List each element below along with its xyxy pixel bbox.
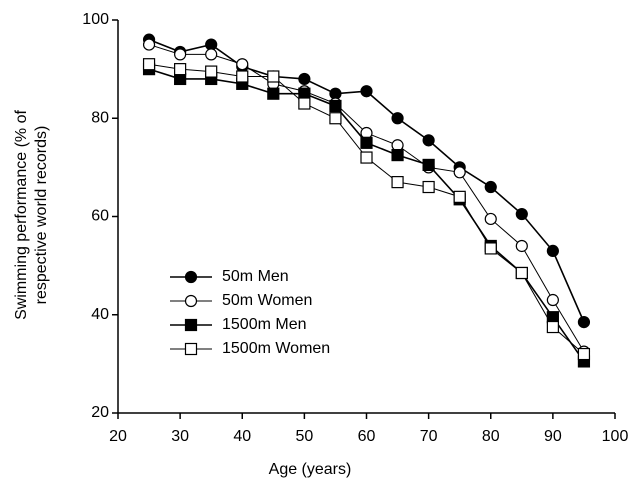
marker [360,85,373,98]
marker [484,242,497,255]
x-tick-label: 90 [544,428,562,445]
marker [546,320,559,334]
y-axis-label: respective world records) [33,126,50,305]
marker [453,190,466,203]
x-axis-label: Age (years) [269,461,352,478]
marker [484,212,497,226]
marker [422,158,435,172]
y-tick-label: 60 [91,208,109,225]
marker [453,166,466,179]
marker [546,293,559,307]
y-tick-label: 20 [91,404,109,421]
marker [184,294,198,308]
x-tick-label: 100 [602,428,629,445]
marker [360,151,373,164]
y-tick-label: 40 [91,306,109,323]
marker [515,266,528,280]
legend-label: 1500m Men [222,316,307,333]
marker [142,38,156,51]
marker [174,48,187,61]
marker [422,134,435,147]
marker [184,318,198,332]
marker [184,342,198,356]
x-tick-label: 80 [482,428,500,445]
marker [391,112,404,125]
y-tick-label: 80 [91,109,109,126]
marker [546,244,559,257]
marker [515,239,528,253]
marker [391,176,404,189]
marker [236,70,249,83]
marker [329,99,342,113]
marker [577,347,591,361]
marker [298,72,311,86]
marker [422,180,435,194]
x-tick-label: 30 [171,428,189,445]
x-tick-label: 50 [295,428,313,445]
legend-label: 1500m Women [222,340,330,357]
marker [267,87,280,100]
marker [329,112,342,125]
x-tick-label: 20 [109,428,127,445]
marker [236,58,249,71]
marker [205,65,218,78]
marker [142,58,156,71]
x-tick-label: 60 [358,428,376,445]
marker [484,180,497,194]
marker [174,63,187,76]
marker [267,70,280,83]
legend-label: 50m Men [222,268,289,285]
marker [360,136,373,149]
x-tick-label: 40 [233,428,251,445]
legend-label: 50m Women [222,292,312,309]
marker [391,148,404,162]
x-tick-label: 70 [420,428,438,445]
marker [184,270,198,284]
y-tick-label: 100 [82,11,109,28]
marker [205,48,218,61]
marker [515,207,528,221]
marker [298,97,311,110]
marker [577,316,591,329]
y-axis-label: Swimming performance (% of [13,110,30,320]
